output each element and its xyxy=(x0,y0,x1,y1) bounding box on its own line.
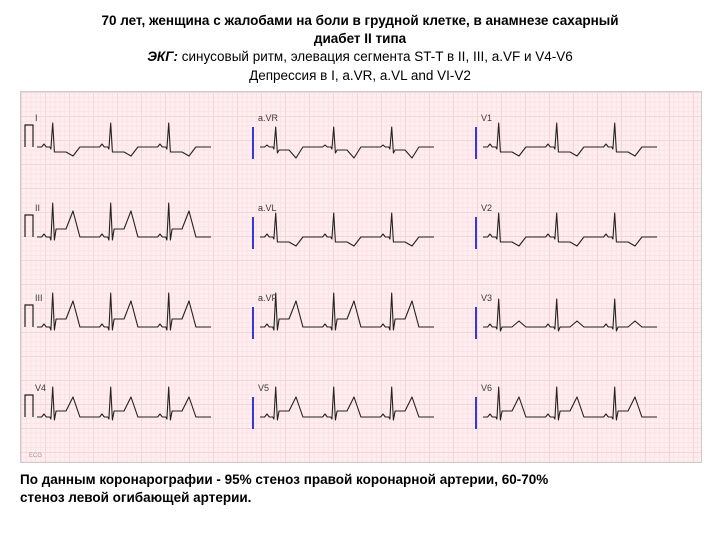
ecg-label: ЭКГ: xyxy=(147,49,178,64)
header-line2: диабет II типа xyxy=(20,30,700,48)
lead-label: V5 xyxy=(258,383,269,393)
lead-label: V1 xyxy=(481,113,492,123)
header-line1: 70 лет, женщина с жалобами на боли в гру… xyxy=(20,12,700,30)
ecg-strip: ECG Ia.VR V1 II a.VL V2 III a.VF V3 V4 V5 V6 xyxy=(20,91,702,463)
header-line4: Депрессия в I, a.VR, a.VL and VI-V2 xyxy=(20,67,700,85)
lead-label: a.VF xyxy=(258,293,277,303)
ecg-copyright: ECG xyxy=(29,453,42,459)
lead-label: I xyxy=(35,113,38,123)
lead-label: II xyxy=(35,203,40,213)
ecg-traces xyxy=(21,92,701,462)
header-line3-rest: синусовый ритм, элевация сегмента ST-T в… xyxy=(178,49,573,64)
lead-label: a.VR xyxy=(258,113,278,123)
footer-block: По данным коронарографии - 95% стеноз пр… xyxy=(20,471,700,507)
lead-label: V3 xyxy=(481,293,492,303)
header-block: 70 лет, женщина с жалобами на боли в гру… xyxy=(20,12,700,85)
lead-label: V6 xyxy=(481,383,492,393)
lead-label: V4 xyxy=(35,383,46,393)
footer-line2: стеноз левой огибающей артерии. xyxy=(20,489,700,507)
lead-label: V2 xyxy=(481,203,492,213)
lead-label: a.VL xyxy=(258,203,277,213)
lead-label: III xyxy=(35,293,43,303)
header-line3: ЭКГ: синусовый ритм, элевация сегмента S… xyxy=(20,48,700,66)
footer-line1: По данным коронарографии - 95% стеноз пр… xyxy=(20,471,700,489)
